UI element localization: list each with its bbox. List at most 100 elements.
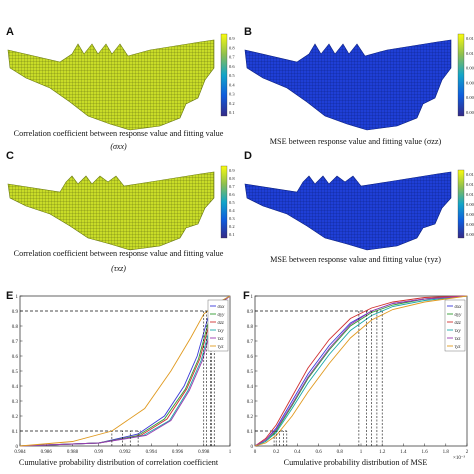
y-tick-label: 0.3 bbox=[247, 400, 254, 405]
y-tick-label: 0.2 bbox=[12, 415, 19, 420]
colorbar-tick-label: 0.2 bbox=[229, 224, 235, 229]
series-line-τxz bbox=[254, 295, 468, 447]
colorbar-tick-label: 0.1 bbox=[229, 232, 235, 237]
y-tick-label: 0.8 bbox=[247, 325, 254, 330]
legend-label: σyy bbox=[218, 313, 226, 318]
x-tick-label: 1.6 bbox=[421, 450, 428, 455]
legend-label: σzz bbox=[218, 321, 224, 326]
x-tick-label: 0.992 bbox=[119, 450, 131, 455]
panel-label-a: A bbox=[6, 26, 14, 38]
caption-d: MSE between response value and fitting v… bbox=[270, 255, 441, 264]
colorbar-d bbox=[457, 169, 465, 239]
colorbar-tick-label: 0.7 bbox=[229, 55, 235, 60]
colorbar-tick-label: 0.3 bbox=[229, 216, 235, 221]
x-tick-label: 0.2 bbox=[273, 450, 280, 455]
caption-a: Correlation coefficient between response… bbox=[13, 129, 224, 138]
legend-label: τyz bbox=[218, 345, 224, 350]
y-tick-label: 0.3 bbox=[12, 400, 19, 405]
colorbar-tick-label: 0.008 bbox=[466, 202, 474, 207]
colorbar-tick-label: 0.9 bbox=[229, 36, 235, 41]
y-tick-label: 0.6 bbox=[12, 355, 19, 360]
colorbar-tick-label: 0.7 bbox=[229, 184, 235, 189]
y-tick-label: 0 bbox=[251, 445, 254, 450]
y-tick-label: 0.4 bbox=[247, 385, 254, 390]
colorbar-tick-label: 0.1 bbox=[229, 110, 235, 115]
y-tick-label: 0.6 bbox=[247, 355, 254, 360]
colorbar-tick-label: 0.004 bbox=[466, 95, 474, 100]
dam-mesh-a bbox=[7, 39, 215, 131]
legend-label: τxz bbox=[218, 337, 224, 342]
cdf-chart-e: 0 0.1 0.2 0.3 0.4 0.5 0.6 0.7 0.8 0.9 1 0.984 0.986 0… bbox=[12, 295, 232, 455]
plot-frame bbox=[19, 295, 231, 447]
x-multiplier: ×10⁻³ bbox=[453, 455, 465, 460]
y-tick-label: 0.8 bbox=[12, 325, 19, 330]
y-tick-label: 0.9 bbox=[12, 310, 19, 315]
x-tick-label: 0.998 bbox=[198, 450, 210, 455]
x-tick-label: 0.99 bbox=[94, 450, 103, 455]
series-line-τxy bbox=[254, 295, 468, 447]
colorbar-tick-label: 0.006 bbox=[466, 212, 474, 217]
x-tick-label: 0.988 bbox=[67, 450, 79, 455]
colorbar-tick-label: 0.01 bbox=[466, 192, 474, 197]
mesh-plot-a: 0.9 0.8 0.7 0.6 0.5 0.4 0.3 0.2 0.1 bbox=[7, 33, 235, 131]
series-line-σyy bbox=[254, 295, 468, 447]
colorbar-tick-label: 0.008 bbox=[466, 66, 474, 71]
colorbar-tick-label: 0.2 bbox=[229, 101, 235, 106]
mesh-plot-c: 0.9 0.8 0.7 0.6 0.5 0.4 0.3 0.2 0.1 bbox=[7, 165, 235, 251]
colorbar-tick-label: 0.012 bbox=[466, 36, 474, 41]
y-tick-label: 0.7 bbox=[12, 340, 19, 345]
x-tick-label: 0.994 bbox=[146, 450, 158, 455]
panel-label-e: E bbox=[6, 290, 14, 302]
colorbar-tick-label: 0.6 bbox=[229, 64, 235, 69]
colorbar-a bbox=[220, 33, 228, 117]
legend-label: σyy bbox=[455, 313, 463, 318]
colorbar-tick-label: 0.014 bbox=[466, 172, 474, 177]
y-tick-label: 0.5 bbox=[247, 370, 254, 375]
legend-label: σzz bbox=[455, 321, 461, 326]
colorbar-tick-label: 0.004 bbox=[466, 222, 474, 227]
y-tick-label: 1 bbox=[251, 295, 254, 300]
colorbar-tick-label: 0.006 bbox=[466, 80, 474, 85]
caption-f: Cumulative probability distribution of M… bbox=[283, 458, 428, 467]
y-tick-label: 0.4 bbox=[12, 385, 19, 390]
symbol-a: (σxx) bbox=[110, 142, 127, 151]
colorbar-tick-label: 0.9 bbox=[229, 168, 235, 173]
dam-mesh-d bbox=[244, 171, 452, 251]
colorbar-tick-label: 0.5 bbox=[229, 200, 235, 205]
x-tick-label: 0.8 bbox=[337, 450, 344, 455]
legend: σxx σyy σzz τxy τxz τyz bbox=[444, 299, 466, 352]
x-tick-label: 1 bbox=[360, 450, 363, 455]
x-tick-label: 1 bbox=[229, 450, 232, 455]
colorbar-b bbox=[457, 33, 465, 117]
colorbar-tick-label: 0.4 bbox=[229, 82, 235, 87]
colorbar-tick-label: 0.3 bbox=[229, 92, 235, 97]
colorbar-tick-label: 0.8 bbox=[229, 176, 235, 181]
legend-label: σxx bbox=[218, 305, 226, 310]
y-tick-label: 0.1 bbox=[247, 430, 254, 435]
colorbar-tick-label: 0.8 bbox=[229, 45, 235, 50]
x-tick-label: 0.4 bbox=[294, 450, 301, 455]
series-line-τyz bbox=[254, 295, 468, 447]
x-tick-label: 0.984 bbox=[14, 450, 26, 455]
panel-label-d: D bbox=[244, 150, 252, 162]
panel-label-b: B bbox=[244, 26, 252, 38]
y-tick-label: 0.1 bbox=[12, 430, 19, 435]
y-tick-label: 0.7 bbox=[247, 340, 254, 345]
y-tick-label: 0.2 bbox=[247, 415, 254, 420]
dam-mesh-b bbox=[244, 39, 452, 131]
y-tick-label: 0.5 bbox=[12, 370, 19, 375]
x-tick-label: 1.2 bbox=[379, 450, 386, 455]
caption-b: MSE between response value and fitting v… bbox=[269, 137, 442, 146]
symbol-c: (τxz) bbox=[111, 264, 126, 273]
colorbar-tick-label: 0.002 bbox=[466, 232, 474, 237]
x-tick-label: 0.6 bbox=[315, 450, 322, 455]
colorbar-tick-label: 0.01 bbox=[466, 51, 474, 56]
x-tick-label: 1.4 bbox=[400, 450, 407, 455]
x-tick-label: 0.986 bbox=[41, 450, 53, 455]
mesh-plot-b: 0.012 0.01 0.008 0.006 0.004 0.002 bbox=[244, 33, 474, 131]
y-tick-label: 1 bbox=[16, 295, 19, 300]
colorbar-tick-label: 0.012 bbox=[466, 182, 474, 187]
x-tick-label: 0 bbox=[254, 450, 257, 455]
caption-c: Correlation coefficient between response… bbox=[13, 249, 224, 258]
legend-label: τyz bbox=[455, 345, 461, 350]
